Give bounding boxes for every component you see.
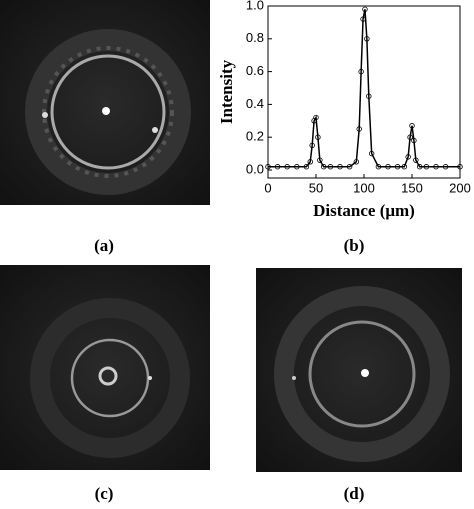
- data-point: [375, 164, 382, 170]
- data-point: [358, 68, 364, 75]
- plot-frame: [267, 5, 461, 179]
- caption: (b): [344, 236, 365, 255]
- data-point: [423, 164, 430, 170]
- x-tick-label: 50: [309, 180, 323, 195]
- caption: (d): [344, 484, 365, 503]
- image-a: [0, 0, 210, 205]
- data-point: [265, 164, 271, 170]
- data-point: [442, 164, 449, 170]
- data-point: [409, 123, 415, 129]
- y-tick-label: 0.0: [246, 161, 264, 176]
- caption: (c): [95, 484, 114, 503]
- data-point: [413, 157, 419, 163]
- series-line: [268, 9, 460, 168]
- data-point: [433, 164, 439, 170]
- data-point: [362, 6, 368, 12]
- y-tick-label: 0.4: [246, 96, 264, 111]
- data-point: [284, 164, 290, 170]
- data-point: [360, 16, 366, 22]
- y-tick-label: 0.2: [246, 129, 264, 144]
- x-tick-label: 100: [353, 180, 375, 195]
- x-tick-label: 0: [264, 180, 271, 195]
- data-point: [366, 93, 372, 99]
- data-point: [307, 159, 313, 165]
- image-c: [0, 265, 210, 470]
- x-axis-label: Distance (μm): [313, 201, 415, 220]
- data-point: [394, 164, 401, 170]
- y-axis-label: Intensity: [217, 59, 236, 124]
- data-point: [313, 114, 319, 121]
- data-point: [337, 164, 343, 170]
- data-point: [274, 164, 281, 170]
- data-point: [303, 164, 310, 170]
- data-point: [346, 164, 353, 170]
- data-point: [327, 164, 334, 170]
- data-point: [405, 154, 411, 160]
- data-point: [356, 126, 362, 132]
- x-tick-label: 200: [449, 180, 471, 195]
- data-point: [320, 164, 327, 170]
- data-point: [317, 157, 323, 163]
- data-point: [411, 137, 417, 144]
- data-point: [315, 134, 321, 140]
- y-tick-label: 0.8: [246, 30, 264, 45]
- data-point: [401, 164, 408, 170]
- data-point: [309, 142, 315, 149]
- data-point: [294, 164, 300, 170]
- y-tick-label: 1.0: [246, 0, 264, 12]
- data-point: [407, 134, 413, 140]
- data-point: [368, 150, 375, 157]
- image-d: [256, 268, 462, 472]
- data-point: [364, 36, 370, 42]
- data-point: [385, 164, 391, 170]
- y-tick-label: 0.6: [246, 63, 264, 78]
- caption: (a): [94, 236, 114, 255]
- x-tick-label: 150: [401, 180, 423, 195]
- data-point: [353, 159, 360, 165]
- data-point: [416, 164, 423, 170]
- data-point: [457, 164, 463, 170]
